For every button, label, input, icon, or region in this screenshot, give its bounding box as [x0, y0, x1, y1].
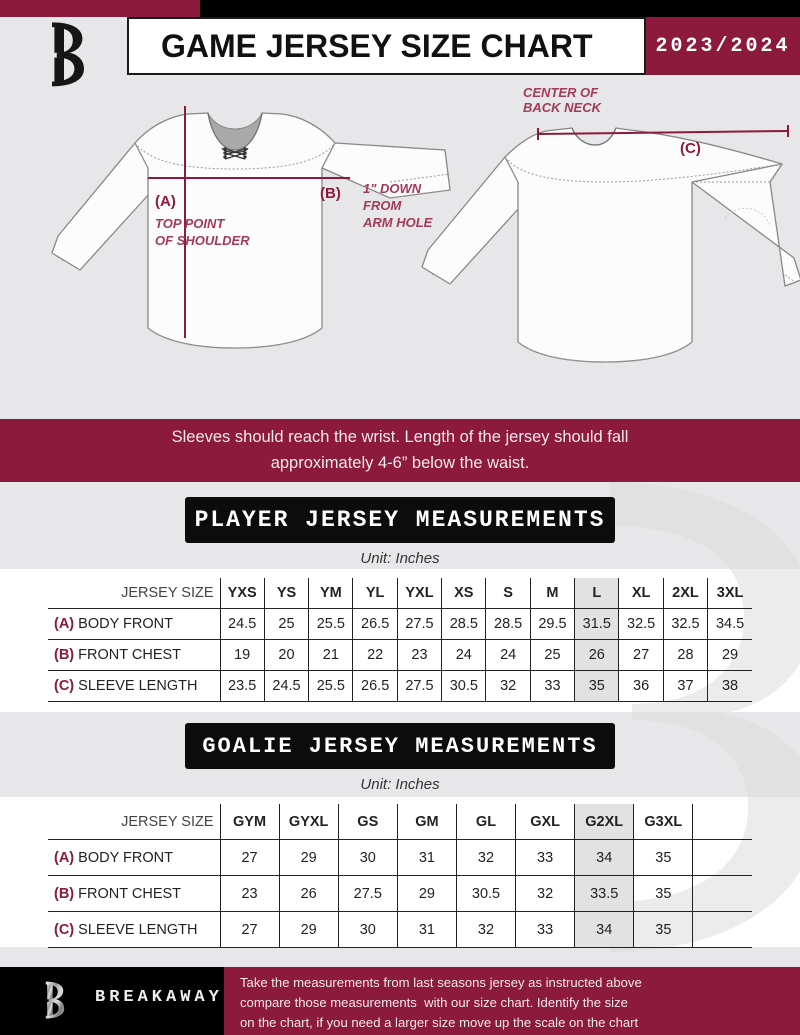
svg-text:OF SHOULDER: OF SHOULDER: [155, 233, 250, 248]
svg-text:1" DOWN: 1" DOWN: [363, 181, 422, 196]
svg-text:(B): (B): [320, 185, 341, 202]
svg-text:ARM HOLE: ARM HOLE: [362, 215, 433, 230]
svg-text:CENTER OF: CENTER OF: [523, 85, 599, 100]
svg-text:BACK NECK: BACK NECK: [523, 100, 603, 115]
svg-text:(C): (C): [680, 140, 701, 157]
svg-text:FROM: FROM: [363, 198, 402, 213]
svg-text:(A): (A): [155, 193, 176, 210]
svg-text:TOP POINT: TOP POINT: [155, 216, 225, 231]
